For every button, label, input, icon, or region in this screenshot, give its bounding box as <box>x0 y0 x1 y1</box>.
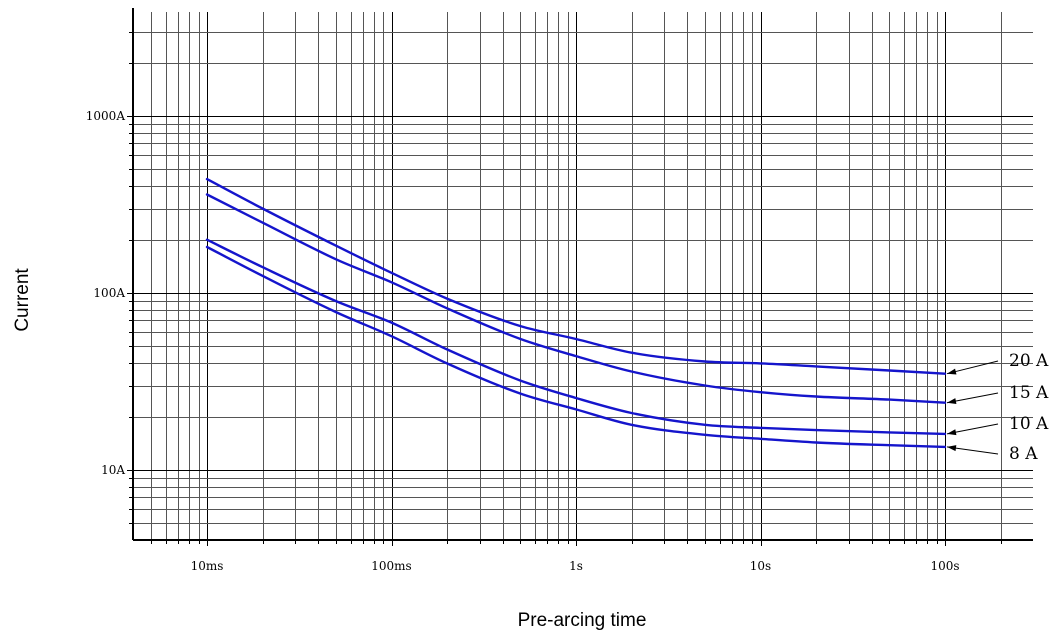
arrow-8a <box>947 445 957 452</box>
arrow-20a <box>947 368 957 375</box>
y-axis-title: Current <box>12 268 33 332</box>
curve-10a <box>205 238 947 436</box>
y-tick-label: 10A <box>101 463 125 477</box>
series-label-15a: 15 A <box>1009 383 1049 403</box>
series-labels: 20 A 15 A 10 A 8 A <box>946 351 1049 464</box>
y-tick-label: 100A <box>93 286 125 300</box>
series-label-20a: 20 A <box>1009 351 1049 371</box>
x-tick-label: 100s <box>930 559 959 573</box>
curve-15a <box>205 193 947 404</box>
x-tick-label: 100ms <box>371 559 411 573</box>
axes <box>127 8 1033 546</box>
curve-20a <box>205 177 947 375</box>
x-tick-label: 10ms <box>191 559 224 573</box>
grid <box>133 12 1033 540</box>
curve-8a <box>205 245 947 449</box>
x-tick-label: 1s <box>569 559 583 573</box>
arrow-15a <box>947 398 957 405</box>
x-axis-title: Pre-arcing time <box>518 610 647 631</box>
series-label-8a: 8 A <box>1009 444 1038 464</box>
series-label-10a: 10 A <box>1009 414 1049 434</box>
tick-labels: 10ms 100ms 1s 10s 100s 10A 100A 1000A <box>86 109 960 573</box>
curves <box>205 177 947 449</box>
y-tick-label: 1000A <box>86 109 126 123</box>
x-tick-label: 10s <box>750 559 771 573</box>
arrow-10a <box>947 429 957 436</box>
